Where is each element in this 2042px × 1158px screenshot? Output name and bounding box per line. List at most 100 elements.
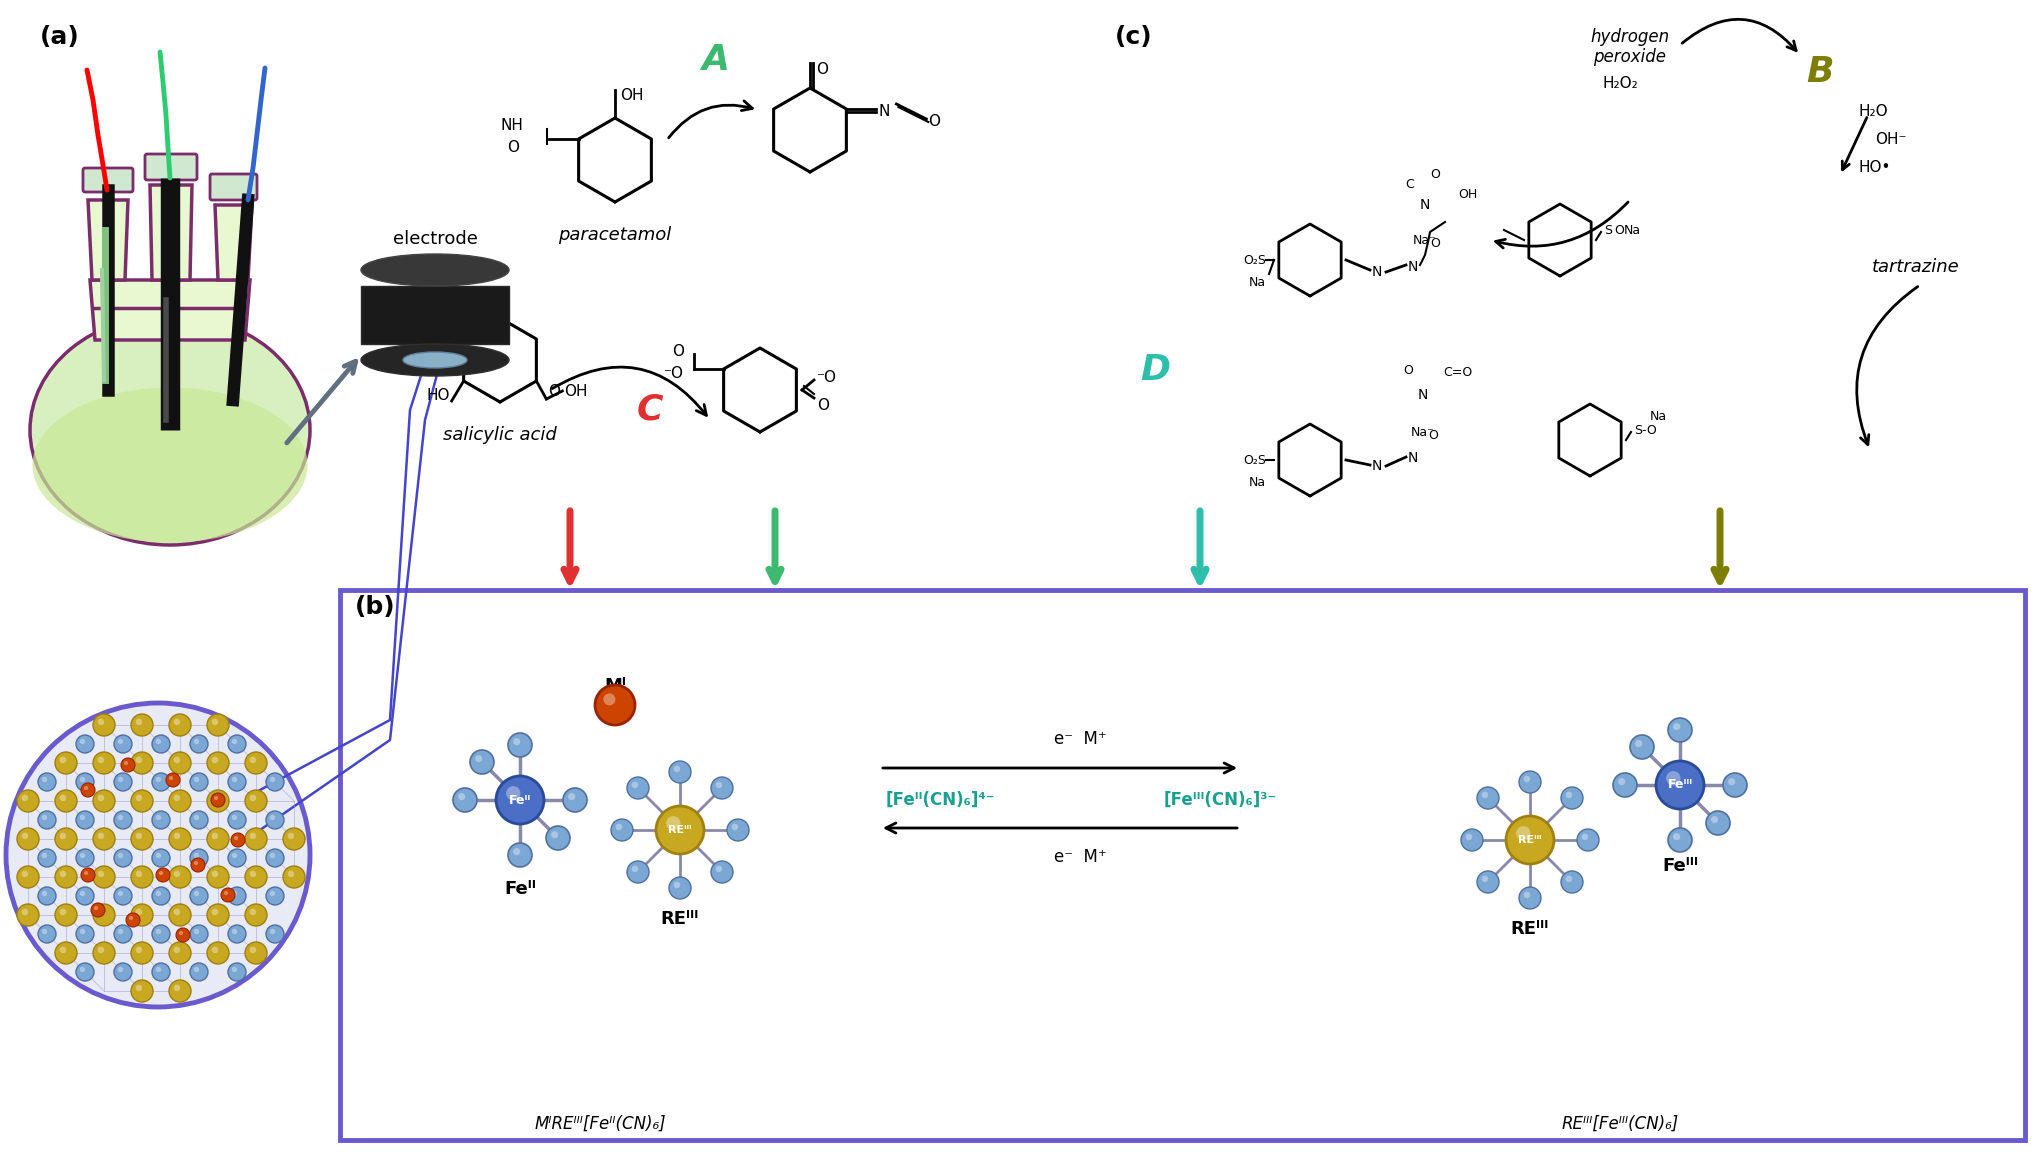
Text: REᴵᴵᴵ[Feᴵᴵᴵ(CN)₆]: REᴵᴵᴵ[Feᴵᴵᴵ(CN)₆] <box>1562 1115 1679 1133</box>
Circle shape <box>265 811 284 829</box>
Circle shape <box>135 984 143 991</box>
Circle shape <box>1666 771 1681 785</box>
Circle shape <box>190 925 208 943</box>
Circle shape <box>55 790 78 812</box>
Circle shape <box>674 765 680 772</box>
Circle shape <box>151 963 169 981</box>
Text: [Feᴵᴵᴵ(CN)₆]³⁻: [Feᴵᴵᴵ(CN)₆]³⁻ <box>1164 791 1276 809</box>
Circle shape <box>159 871 163 875</box>
Circle shape <box>711 777 733 799</box>
Text: O: O <box>506 139 519 154</box>
Circle shape <box>631 866 639 872</box>
Circle shape <box>249 756 255 763</box>
Circle shape <box>206 752 229 774</box>
Circle shape <box>114 811 133 829</box>
Circle shape <box>229 849 245 867</box>
Circle shape <box>229 925 245 943</box>
Circle shape <box>727 819 749 841</box>
Circle shape <box>118 739 123 745</box>
Circle shape <box>245 941 268 963</box>
Circle shape <box>59 871 65 878</box>
Text: O: O <box>1613 223 1623 236</box>
Circle shape <box>670 761 690 783</box>
Circle shape <box>131 980 153 1002</box>
Text: C: C <box>1405 178 1415 191</box>
Text: N: N <box>878 103 890 118</box>
Text: paracetamol: paracetamol <box>557 226 672 244</box>
Ellipse shape <box>33 388 308 542</box>
Circle shape <box>1583 834 1589 841</box>
Circle shape <box>508 733 533 757</box>
Circle shape <box>1617 778 1625 785</box>
Circle shape <box>190 887 208 906</box>
Text: HO•: HO• <box>1858 161 1891 176</box>
Circle shape <box>233 815 237 820</box>
Circle shape <box>194 967 200 973</box>
Circle shape <box>94 906 98 910</box>
Circle shape <box>233 929 237 935</box>
Ellipse shape <box>361 344 508 376</box>
Circle shape <box>59 946 65 953</box>
Circle shape <box>225 891 229 895</box>
Circle shape <box>174 756 180 763</box>
Circle shape <box>169 790 192 812</box>
Text: OH: OH <box>564 383 588 398</box>
Text: Na: Na <box>1250 476 1266 489</box>
Text: electrode: electrode <box>392 230 478 248</box>
Circle shape <box>194 852 200 858</box>
Circle shape <box>245 752 268 774</box>
Circle shape <box>192 858 204 872</box>
Circle shape <box>80 929 86 935</box>
Circle shape <box>135 719 143 725</box>
Circle shape <box>270 815 276 820</box>
Circle shape <box>1636 740 1642 747</box>
Circle shape <box>229 887 245 906</box>
Circle shape <box>118 815 123 820</box>
Circle shape <box>731 823 739 830</box>
Circle shape <box>1515 826 1532 841</box>
Circle shape <box>114 849 133 867</box>
Text: tartrazine: tartrazine <box>1873 258 1960 276</box>
Text: Na: Na <box>1650 410 1666 423</box>
Circle shape <box>155 868 169 882</box>
Circle shape <box>212 871 218 878</box>
Ellipse shape <box>361 254 508 286</box>
Circle shape <box>233 852 237 858</box>
Circle shape <box>602 694 615 705</box>
Text: O: O <box>1429 169 1440 182</box>
Circle shape <box>92 903 104 917</box>
Circle shape <box>118 852 123 858</box>
Circle shape <box>39 811 55 829</box>
Text: N: N <box>1372 459 1382 472</box>
Polygon shape <box>90 280 249 340</box>
Circle shape <box>1507 816 1554 864</box>
Circle shape <box>131 714 153 736</box>
Circle shape <box>174 984 180 991</box>
Circle shape <box>229 774 245 791</box>
Circle shape <box>16 790 39 812</box>
Circle shape <box>194 860 198 865</box>
Circle shape <box>155 967 161 973</box>
Circle shape <box>496 776 543 824</box>
Circle shape <box>206 790 229 812</box>
Circle shape <box>190 811 208 829</box>
Circle shape <box>249 833 255 840</box>
Circle shape <box>1668 718 1693 742</box>
Circle shape <box>22 871 29 878</box>
Circle shape <box>59 833 65 840</box>
Circle shape <box>94 941 114 963</box>
Circle shape <box>155 891 161 896</box>
Circle shape <box>655 806 704 853</box>
Circle shape <box>1560 871 1583 893</box>
Text: O: O <box>672 344 684 359</box>
Circle shape <box>231 833 245 846</box>
Text: e⁻  M⁺: e⁻ M⁺ <box>1054 848 1107 866</box>
Circle shape <box>506 786 521 800</box>
Circle shape <box>6 703 310 1007</box>
Circle shape <box>55 752 78 774</box>
Circle shape <box>711 862 733 884</box>
Circle shape <box>627 862 649 884</box>
Text: Feᴵᴵ: Feᴵᴵ <box>504 880 535 897</box>
Circle shape <box>118 777 123 782</box>
Circle shape <box>249 909 255 915</box>
